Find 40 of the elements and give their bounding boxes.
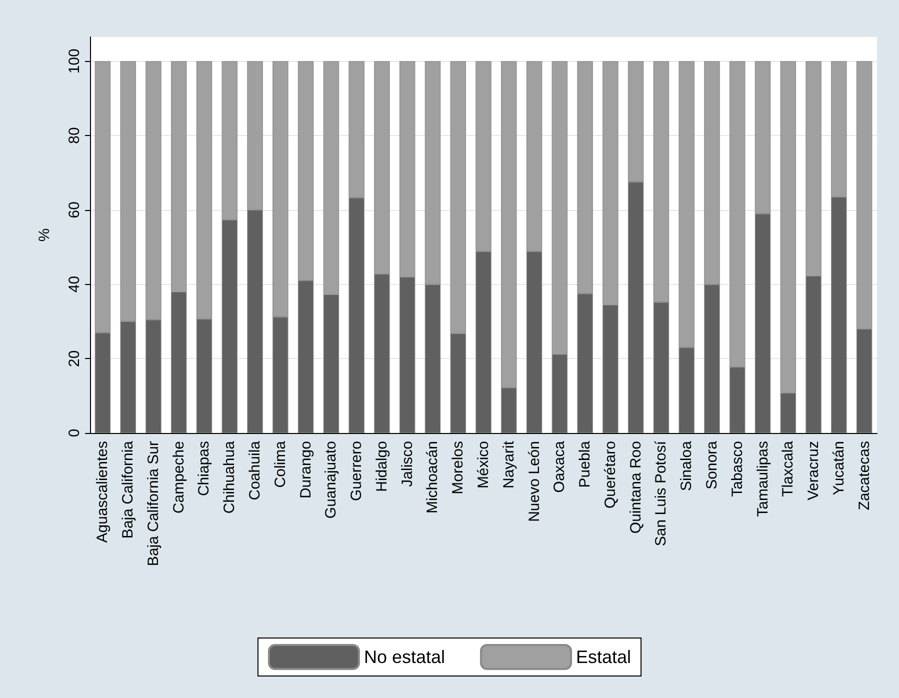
x-tick-label: Nuevo León [526, 441, 543, 522]
x-tick-label: Guerrero [348, 441, 366, 502]
x-tick-label: Oaxaca [551, 440, 568, 493]
y-axis-title: % [36, 228, 53, 242]
x-tick-label: Jalisco [398, 441, 416, 487]
x-tick-label: Sonora [703, 440, 720, 490]
x-tick-label: México [475, 441, 492, 489]
x-tick-label: Baja California [120, 440, 137, 539]
y-tick-label: 100 [66, 48, 83, 74]
y-tick-label: 80 [66, 127, 83, 144]
x-tick-label: Chihuahua [221, 440, 238, 514]
x-tick-label: Nayarit [500, 440, 518, 489]
x-tick-label: Colima [272, 440, 289, 488]
x-tick-label: Zacatecas [856, 441, 873, 510]
x-tick-label: Guanajuato [322, 441, 340, 519]
x-tick-label: Quintana Roo [627, 441, 644, 534]
x-tick-label: Tamaulipas [754, 441, 772, 517]
x-tick-label: Chiapas [196, 441, 213, 496]
x-tick-label: Tabasco [728, 441, 746, 497]
x-tick-label: Coahuila [246, 440, 264, 500]
y-tick-label: 40 [66, 276, 83, 293]
x-tick-label: Hidalgo [373, 441, 390, 492]
x-tick-label: Sinaloa [678, 440, 696, 492]
y-tick-label: 60 [66, 202, 83, 218]
x-tick-label: Campeche [170, 441, 188, 514]
x-tick-label: Puebla [576, 440, 594, 488]
y-tick-label: 0 [66, 428, 83, 438]
x-tick-label: Morelos [450, 441, 467, 494]
x-tick-label: San Luis Potosí [652, 440, 670, 546]
y-tick-label: 20 [66, 350, 83, 367]
x-tick-label: Yucatán [830, 441, 848, 496]
legend-label: Estatal [576, 647, 632, 667]
x-tick-label: Michoacán [424, 441, 442, 514]
x-tick-label: Durango [297, 441, 314, 499]
x-tick-label: Aguascalientes [94, 441, 112, 543]
legend-label: No estatal [364, 647, 446, 667]
x-tick-label: Baja California Sur [144, 440, 162, 566]
x-tick-label: Tlaxcala [780, 440, 797, 497]
x-tick-label: Veracruz [805, 441, 822, 500]
x-tick-label: Querétaro [602, 441, 619, 509]
